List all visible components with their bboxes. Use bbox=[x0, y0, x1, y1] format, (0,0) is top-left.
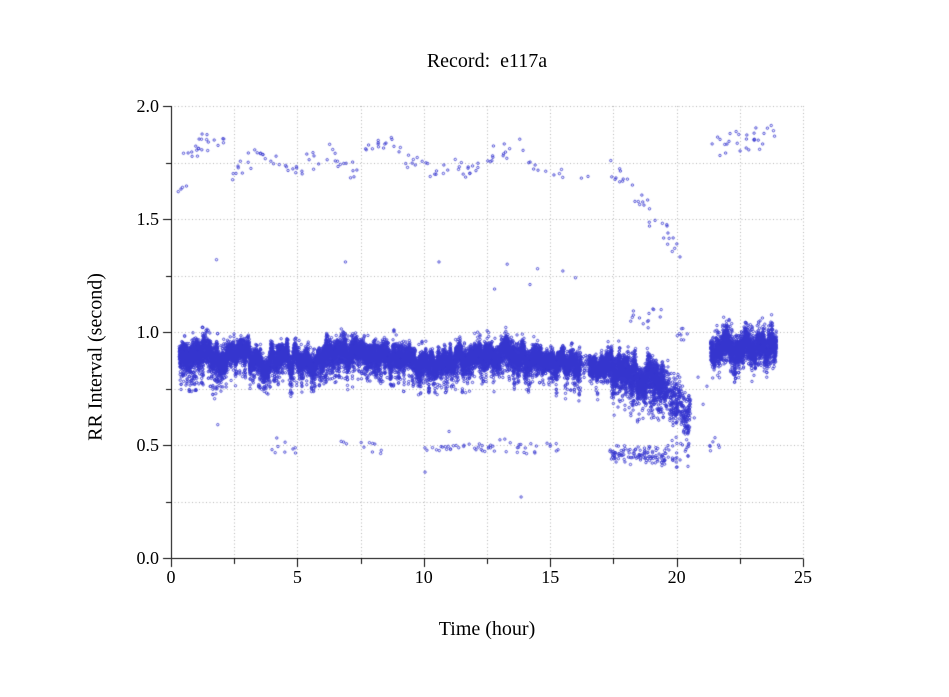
x-tick-label: 25 bbox=[794, 567, 812, 587]
y-tick-label: 0.5 bbox=[136, 435, 160, 455]
x-axis-label: Time (hour) bbox=[438, 618, 536, 640]
chart-title: Record: e117a bbox=[426, 50, 548, 72]
y-axis-label: RR Interval (second) bbox=[84, 273, 107, 441]
y-tick-label: 2.0 bbox=[136, 96, 160, 116]
y-tick-label: 1.5 bbox=[136, 209, 160, 229]
x-tick-label: 0 bbox=[166, 567, 176, 587]
x-tick-label: 15 bbox=[541, 567, 560, 587]
x-tick-label: 10 bbox=[414, 567, 433, 587]
y-tick-label: 1.0 bbox=[136, 322, 160, 342]
x-tick-label: 5 bbox=[292, 567, 302, 587]
y-tick-label: 0.0 bbox=[136, 548, 160, 568]
x-tick-label: 20 bbox=[667, 567, 686, 587]
